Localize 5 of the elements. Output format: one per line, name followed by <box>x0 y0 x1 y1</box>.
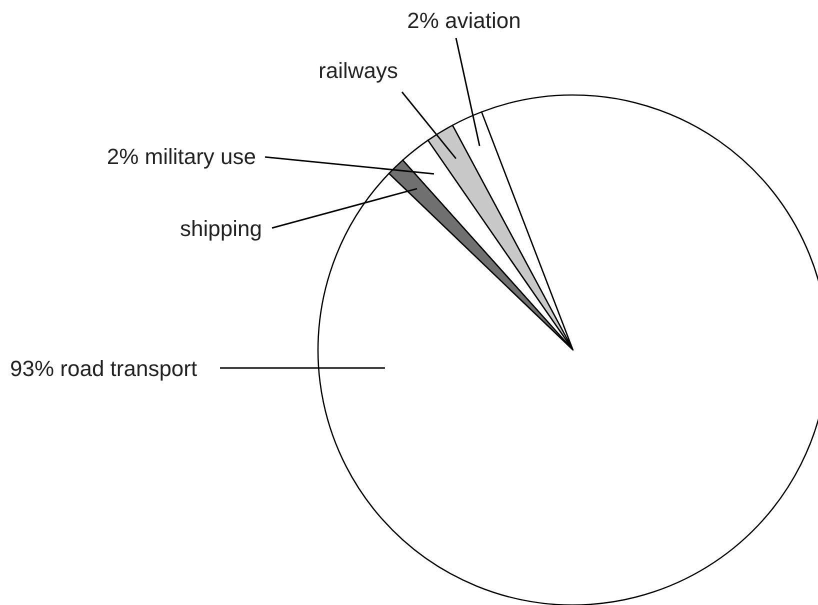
slice-label: 93% road transport <box>10 356 198 381</box>
slice-label: 2% aviation <box>407 8 521 33</box>
slice-label: 2% military use <box>106 144 256 169</box>
slice-label: shipping <box>180 216 262 241</box>
slice-label: railways <box>318 58 398 83</box>
